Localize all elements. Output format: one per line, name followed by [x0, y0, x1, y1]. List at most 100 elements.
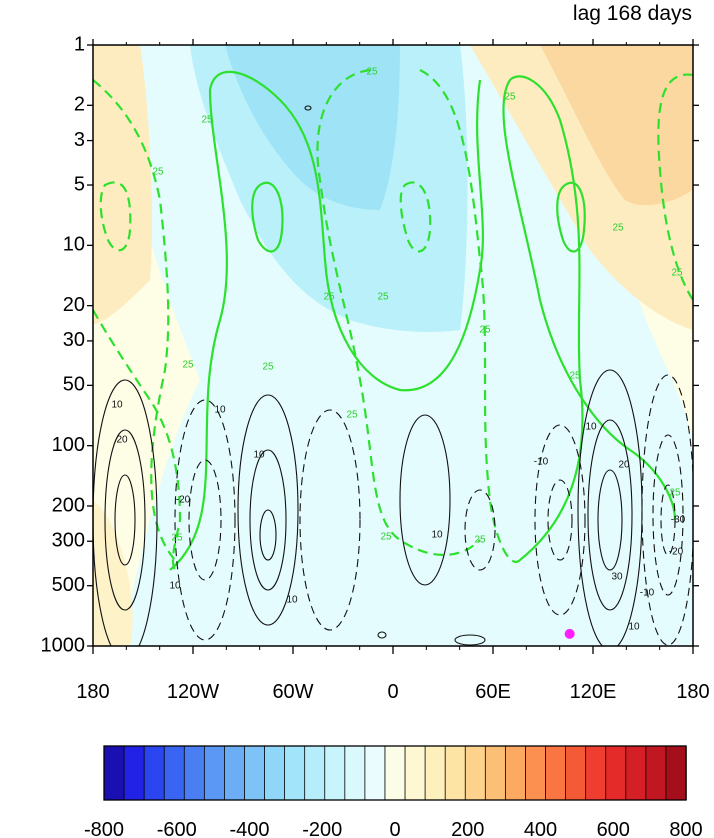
y-tick-label: 300 [52, 530, 85, 552]
colorbar-tick-label: 800 [669, 819, 702, 838]
green-label: 25 [366, 67, 378, 78]
black-cell-7b [547, 479, 573, 561]
colorbar-swatch [525, 745, 547, 801]
black-cell-small-2 [454, 634, 486, 646]
black-cell-4a [299, 409, 361, 631]
x-tick-label: 120W [167, 681, 219, 703]
colorbar-swatch [364, 745, 386, 801]
colorbar-swatch [304, 745, 326, 801]
colorbar-tick-label: -200 [302, 819, 342, 838]
colorbar-swatch [545, 745, 567, 801]
green-label: 25 [671, 268, 683, 279]
green-label: 25 [569, 371, 581, 382]
green-label: 25 [504, 92, 516, 103]
green-contour-solid-2 [251, 181, 284, 253]
black-cell-8c [597, 469, 623, 571]
black-cell-1b [104, 429, 146, 611]
green-contour-solid-5 [629, 449, 677, 521]
green-contour-dashed-2 [93, 309, 182, 571]
black-label: 10 [431, 530, 443, 541]
colorbar-swatch [384, 745, 406, 801]
colorbar-swatch [284, 745, 306, 801]
green-label: 25 [380, 532, 392, 543]
colorbar-frame [103, 745, 687, 801]
colorbar-tick-label: 200 [451, 819, 484, 838]
black-cell-9c [660, 484, 676, 556]
black-cell-1c [114, 474, 136, 566]
y-tick-label: 3 [74, 129, 85, 151]
colorbar-swatch [183, 745, 206, 801]
colorbar-swatch [464, 745, 487, 801]
green-contour-dashed-6 [419, 69, 521, 563]
colorbar-swatch [645, 745, 667, 801]
green-label: 25 [479, 325, 491, 336]
black-cell-3a [237, 394, 299, 626]
black-cell-5a [399, 414, 451, 586]
black-cell-7a [534, 424, 586, 616]
black-cell-6a [464, 489, 496, 571]
fill-cyan-deep [225, 45, 400, 210]
y-tick-label: 1 [74, 33, 85, 55]
y-tick-label: 10 [63, 234, 85, 256]
green-label: 25 [474, 535, 486, 546]
colorbar-swatch [404, 745, 426, 801]
black-label: 10 [169, 581, 181, 592]
colorbar: -800 -600 -400 -200 0 200 400 600 800 [84, 745, 703, 838]
green-label: 25 [612, 223, 624, 234]
colorbar-swatch [264, 745, 286, 801]
black-label: 20 [618, 460, 630, 471]
green-label: 25 [171, 533, 183, 544]
green-label: 25 [323, 292, 335, 303]
x-tick-label: 0 [387, 681, 398, 703]
colorbar-swatch [665, 745, 687, 801]
black-label: 10 [214, 405, 226, 416]
black-cell-2a [174, 399, 236, 641]
green-label: 25 [182, 360, 194, 371]
colorbar-tick-label: 600 [597, 819, 630, 838]
colorbar-swatch [344, 745, 366, 801]
y-tick-label: 20 [63, 294, 85, 316]
colorbar-tick-label: -600 [157, 819, 197, 838]
green-contour-solid-3 [502, 75, 631, 561]
shaded-field [93, 45, 693, 646]
y-tick-label: 1000 [41, 634, 86, 656]
black-label: 10 [585, 422, 597, 433]
black-label: -10 [534, 457, 549, 468]
colorbar-swatch [424, 745, 446, 801]
y-tick-label: 50 [63, 374, 85, 396]
chart-title: lag 168 days [573, 2, 692, 25]
black-contours [93, 105, 693, 646]
green-label: 25 [669, 488, 681, 499]
black-cell-small-3 [304, 105, 312, 111]
location-marker [564, 628, 575, 639]
green-contours [93, 68, 693, 571]
y-tick-label: 200 [52, 494, 85, 516]
fill-light-cyan-2 [330, 534, 450, 646]
colorbar-swatch [103, 745, 125, 801]
contour-labels: 25 25 25 25 25 25 25 25 25 25 25 25 25 2… [111, 67, 685, 633]
colorbar-swatch [203, 745, 226, 801]
black-label: 10 [286, 595, 298, 606]
green-contour-dashed-4 [316, 68, 481, 557]
black-cell-8b [587, 419, 633, 611]
colorbar-tick-label: 0 [389, 819, 400, 838]
black-label: -30 [671, 515, 686, 526]
black-label: 10 [111, 400, 123, 411]
black-label: 20 [116, 435, 128, 446]
black-label: -10 [640, 588, 655, 599]
colorbar-swatch [625, 745, 647, 801]
colorbar-swatch [143, 745, 165, 801]
colorbar-swatch [565, 745, 587, 801]
black-cell-3c [259, 509, 277, 561]
green-contour-solid-4 [556, 181, 586, 253]
green-label: 25 [152, 167, 164, 178]
colorbar-swatch [504, 745, 527, 801]
black-label: 10 [628, 622, 640, 633]
x-axis: 180 120W 60W 0 60E 120E 180 [76, 39, 710, 703]
y-axis: 1 2 3 5 10 20 30 50 100 200 300 500 1000 [41, 33, 699, 656]
black-cell-2b [188, 459, 222, 581]
y-tick-label: 2 [74, 94, 85, 116]
colorbar-swatch [244, 745, 266, 801]
green-contour-dashed-7 [657, 73, 693, 301]
